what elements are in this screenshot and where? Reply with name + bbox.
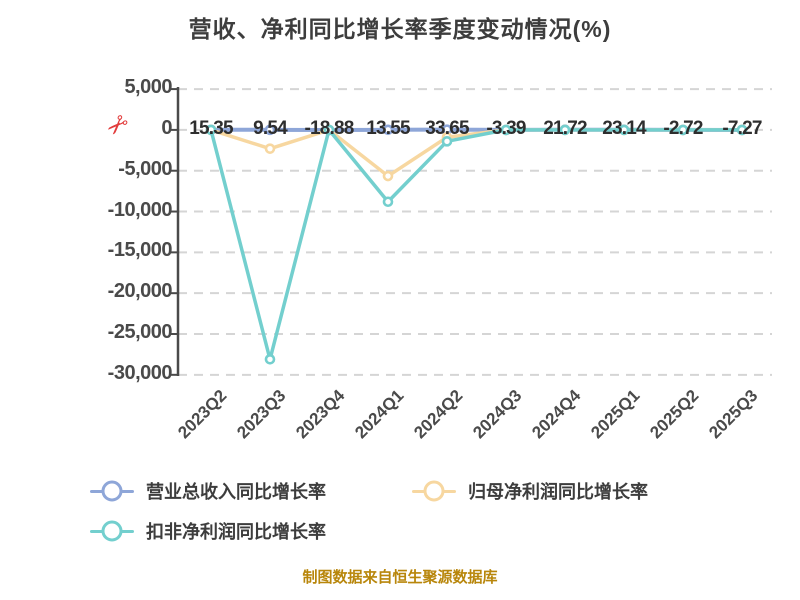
legend-circle-marker-icon — [101, 480, 123, 502]
legend-label: 营业总收入同比增长率 — [146, 482, 326, 502]
data-point-label: -18.88 — [304, 117, 354, 139]
legend-label: 归母净利润同比增长率 — [468, 482, 648, 502]
data-point-label: -2.72 — [663, 117, 703, 139]
legend-line-marker-icon — [90, 480, 134, 502]
data-point-label: -7.27 — [722, 117, 762, 139]
series-line-2 — [209, 128, 744, 362]
y-axis-tick-label: -10,000 — [107, 198, 173, 221]
data-point-marker[interactable] — [382, 124, 394, 136]
data-point-label: 9.54 — [253, 117, 288, 139]
legend-line-marker-icon — [412, 480, 456, 502]
data-point-marker[interactable] — [205, 124, 217, 136]
data-point-marker[interactable] — [264, 354, 276, 365]
legend-circle-marker-icon — [423, 480, 445, 502]
data-point-marker[interactable] — [264, 124, 276, 136]
data-point-label: 23.14 — [602, 117, 646, 139]
data-point-marker[interactable] — [559, 124, 571, 136]
data-point-label: 15.35 — [189, 117, 233, 139]
data-point-marker[interactable] — [677, 124, 689, 136]
legend-line-marker-icon — [90, 520, 134, 542]
data-point-marker[interactable] — [264, 143, 276, 154]
data-point-label: -3.39 — [486, 117, 526, 139]
y-axis-tick-label: -20,000 — [107, 280, 173, 303]
data-point-marker[interactable] — [736, 124, 748, 136]
y-axis-tick-label: 5,000 — [124, 76, 172, 99]
data-point-label: 33.65 — [425, 117, 469, 139]
data-point-label: 13.55 — [366, 117, 410, 139]
data-point-marker[interactable] — [441, 136, 453, 147]
y-axis-tick-label: -5,000 — [118, 157, 172, 180]
y-axis-tick-label: -30,000 — [107, 361, 173, 384]
y-axis-tick-label: 0 — [161, 116, 172, 139]
data-point-label: 21.72 — [543, 117, 587, 139]
data-point-marker[interactable] — [500, 124, 512, 136]
legend-item-revenue-growth[interactable]: 营业总收入同比增长率 — [90, 478, 326, 504]
chart-title: 营收、净利同比增长率季度变动情况(%) — [188, 16, 612, 42]
data-point-marker[interactable] — [323, 124, 335, 136]
data-point-marker[interactable] — [382, 196, 394, 208]
y-axis-tick-label: -15,000 — [107, 239, 173, 262]
data-point-marker[interactable] — [618, 124, 630, 136]
legend-circle-marker-icon — [101, 520, 123, 542]
legend-item-net-profit-growth[interactable]: 归母净利润同比增长率 — [412, 478, 648, 504]
data-source-note: 制图数据来自恒生聚源数据库 — [302, 569, 498, 586]
data-point-marker[interactable] — [382, 170, 394, 182]
legend-item-deducted-net-profit-growth[interactable]: 扣非净利润同比增长率 — [90, 518, 326, 544]
y-axis-tick-label: -25,000 — [107, 321, 173, 343]
legend-label: 扣非净利润同比增长率 — [146, 522, 326, 542]
